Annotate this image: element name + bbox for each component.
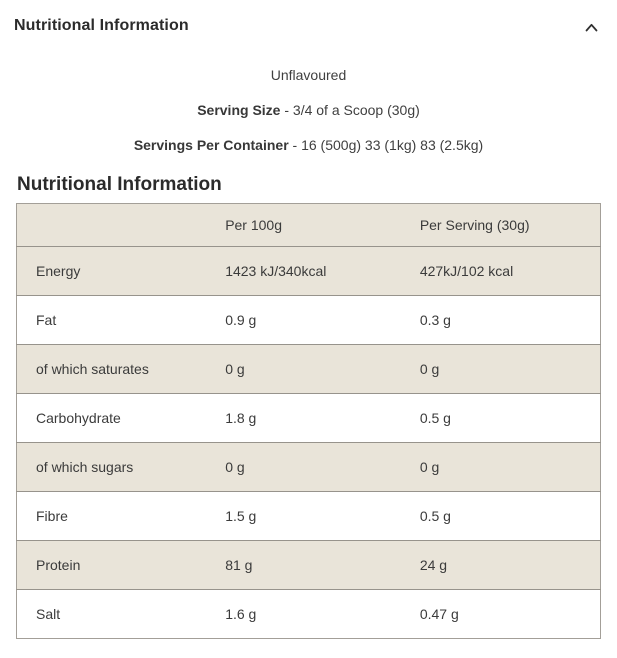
row-per-serving: 0.5 g bbox=[419, 508, 451, 524]
serving-size-line: Serving Size - 3/4 of a Scoop (30g) bbox=[0, 103, 617, 117]
row-per-serving: 0 g bbox=[419, 459, 440, 475]
serving-size-label: Serving Size bbox=[197, 102, 281, 118]
row-label: Protein bbox=[36, 557, 81, 573]
accordion-header-nutritional-information[interactable]: Nutritional Information bbox=[0, 0, 617, 35]
row-label: of which sugars bbox=[36, 459, 134, 475]
servings-per-container-line: Servings Per Container - 16 (500g) 33 (1… bbox=[0, 138, 617, 152]
accordion-title: Nutritional Information bbox=[14, 17, 189, 34]
row-per-serving: 0.5 g bbox=[419, 410, 451, 426]
row-per-serving: 0 g bbox=[419, 361, 440, 377]
column-header-nutrient bbox=[17, 204, 226, 247]
row-per-100g: 1423 kJ/340kcal bbox=[225, 263, 327, 279]
table-section-heading: Nutritional Information bbox=[17, 174, 222, 195]
row-per-100g: 1.6 g bbox=[225, 606, 257, 622]
table-row-fat: Fat 0.9 g 0.3 g bbox=[16, 295, 601, 345]
row-label: Fibre bbox=[36, 508, 68, 524]
row-per-serving: 0.47 g bbox=[419, 606, 459, 622]
table-row-protein: Protein 81 g 24 g bbox=[16, 540, 601, 590]
row-per-100g: 0.9 g bbox=[225, 312, 257, 328]
row-per-100g: 0 g bbox=[225, 459, 245, 475]
nutrition-table: Per 100g Per Serving (30g) Energy 1423 k… bbox=[16, 203, 601, 639]
column-header-per-serving: Per Serving (30g) bbox=[419, 217, 530, 233]
row-per-100g: 0 g bbox=[225, 361, 245, 377]
row-per-serving: 24 g bbox=[419, 557, 448, 573]
table-header-row: Per 100g Per Serving (30g) bbox=[16, 203, 601, 247]
table-row-saturates: of which saturates 0 g 0 g bbox=[16, 344, 601, 394]
servings-per-container-label: Servings Per Container bbox=[133, 137, 289, 153]
table-row-sugars: of which sugars 0 g 0 g bbox=[16, 442, 601, 492]
row-per-100g: 1.8 g bbox=[225, 410, 257, 426]
table-row-fibre: Fibre 1.5 g 0.5 g bbox=[16, 491, 601, 541]
row-per-serving: 427kJ/102 kcal bbox=[419, 263, 514, 279]
chevron-up-icon[interactable] bbox=[583, 21, 599, 33]
table-row-salt: Salt 1.6 g 0.47 g bbox=[16, 589, 601, 639]
table-row-energy: Energy 1423 kJ/340kcal 427kJ/102 kcal bbox=[16, 246, 601, 296]
row-label: Carbohydrate bbox=[36, 410, 121, 426]
serving-info-block: Unflavoured Serving Size - 3/4 of a Scoo… bbox=[0, 68, 617, 152]
row-per-100g: 81 g bbox=[225, 557, 253, 573]
column-header-per-100g: Per 100g bbox=[225, 217, 283, 233]
row-per-100g: 1.5 g bbox=[225, 508, 257, 524]
row-label: Fat bbox=[36, 312, 57, 328]
row-label: of which saturates bbox=[36, 361, 149, 377]
flavour-name: Unflavoured bbox=[270, 67, 347, 83]
row-label: Salt bbox=[36, 606, 61, 622]
row-per-serving: 0.3 g bbox=[419, 312, 451, 328]
serving-size-value: - 3/4 of a Scoop (30g) bbox=[284, 102, 420, 118]
servings-per-container-value: - 16 (500g) 33 (1kg) 83 (2.5kg) bbox=[292, 137, 484, 153]
table-row-carbohydrate: Carbohydrate 1.8 g 0.5 g bbox=[16, 393, 601, 443]
row-label: Energy bbox=[36, 263, 81, 279]
